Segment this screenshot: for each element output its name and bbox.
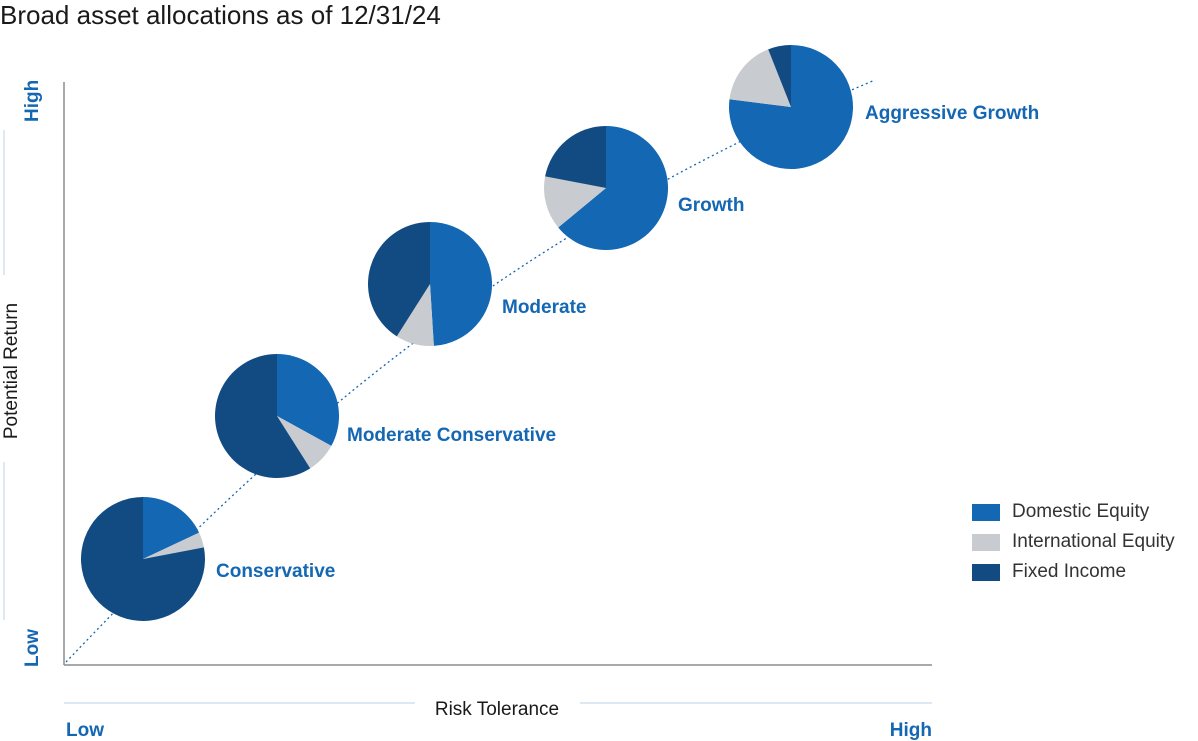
pie-slice-international-equity [143,532,204,559]
pie-moderate [367,222,493,347]
chart-title: Broad asset allocations as of 12/31/24 [0,0,441,30]
x-axis-label: Risk Tolerance [435,699,559,720]
pie-slice-domestic-equity [430,222,493,346]
pie-slice-fixed-income [545,126,606,188]
pie-growth [544,126,669,251]
pie-slice-international-equity [729,49,791,107]
legend-item-international-equity: International Equity [972,527,1175,557]
portfolio-label-growth: Growth [678,195,745,216]
pie-slice-domestic-equity [729,45,854,170]
pie-aggressive-growth [729,45,854,170]
y-axis-label: Potential Return [1,303,22,439]
legend-swatch-domestic-equity [972,503,1000,521]
portfolio-label-aggressive-growth: Aggressive Growth [865,103,1039,124]
pie-slice-international-equity [544,176,606,228]
pie-slice-fixed-income [80,496,205,621]
legend-label-domestic-equity: Domestic Equity [1012,501,1150,522]
legend-label-fixed-income: Fixed Income [1012,561,1127,582]
portfolio-labels: Conservative Moderate Conservative Moderat… [216,103,1039,582]
axis-guides [3,82,932,704]
portfolio-label-conservative: Conservative [216,561,335,582]
pie-slice-domestic-equity [558,126,669,251]
legend-swatch-fixed-income [972,563,1000,581]
pie-conservative [80,496,205,621]
pie-charts [80,45,854,621]
pie-slice-fixed-income [215,354,311,478]
portfolio-label-moderate: Moderate [502,297,586,318]
pie-slice-fixed-income [768,45,791,107]
portfolio-label-moderate-conservative: Moderate Conservative [347,425,556,446]
x-axis-high-label: High [890,720,932,741]
legend-swatch-international-equity [972,533,1000,551]
trend-curve [65,79,876,663]
legend-label-international-equity: International Equity [1012,531,1175,552]
pie-slice-international-equity [396,284,434,347]
legend-item-fixed-income: Fixed Income [972,557,1175,587]
pie-moderate-conservative [215,354,339,478]
pie-slice-international-equity [277,416,332,469]
pie-slice-fixed-income [367,222,430,337]
x-axis-low-label: Low [66,720,104,741]
pie-slice-domestic-equity [277,354,339,446]
legend: Domestic Equity International Equity Fix… [972,497,1175,587]
y-axis-high-label: High [22,80,43,122]
pie-slice-domestic-equity [143,497,200,559]
y-axis-low-label: Low [22,629,43,667]
legend-item-domestic-equity: Domestic Equity [972,497,1175,527]
